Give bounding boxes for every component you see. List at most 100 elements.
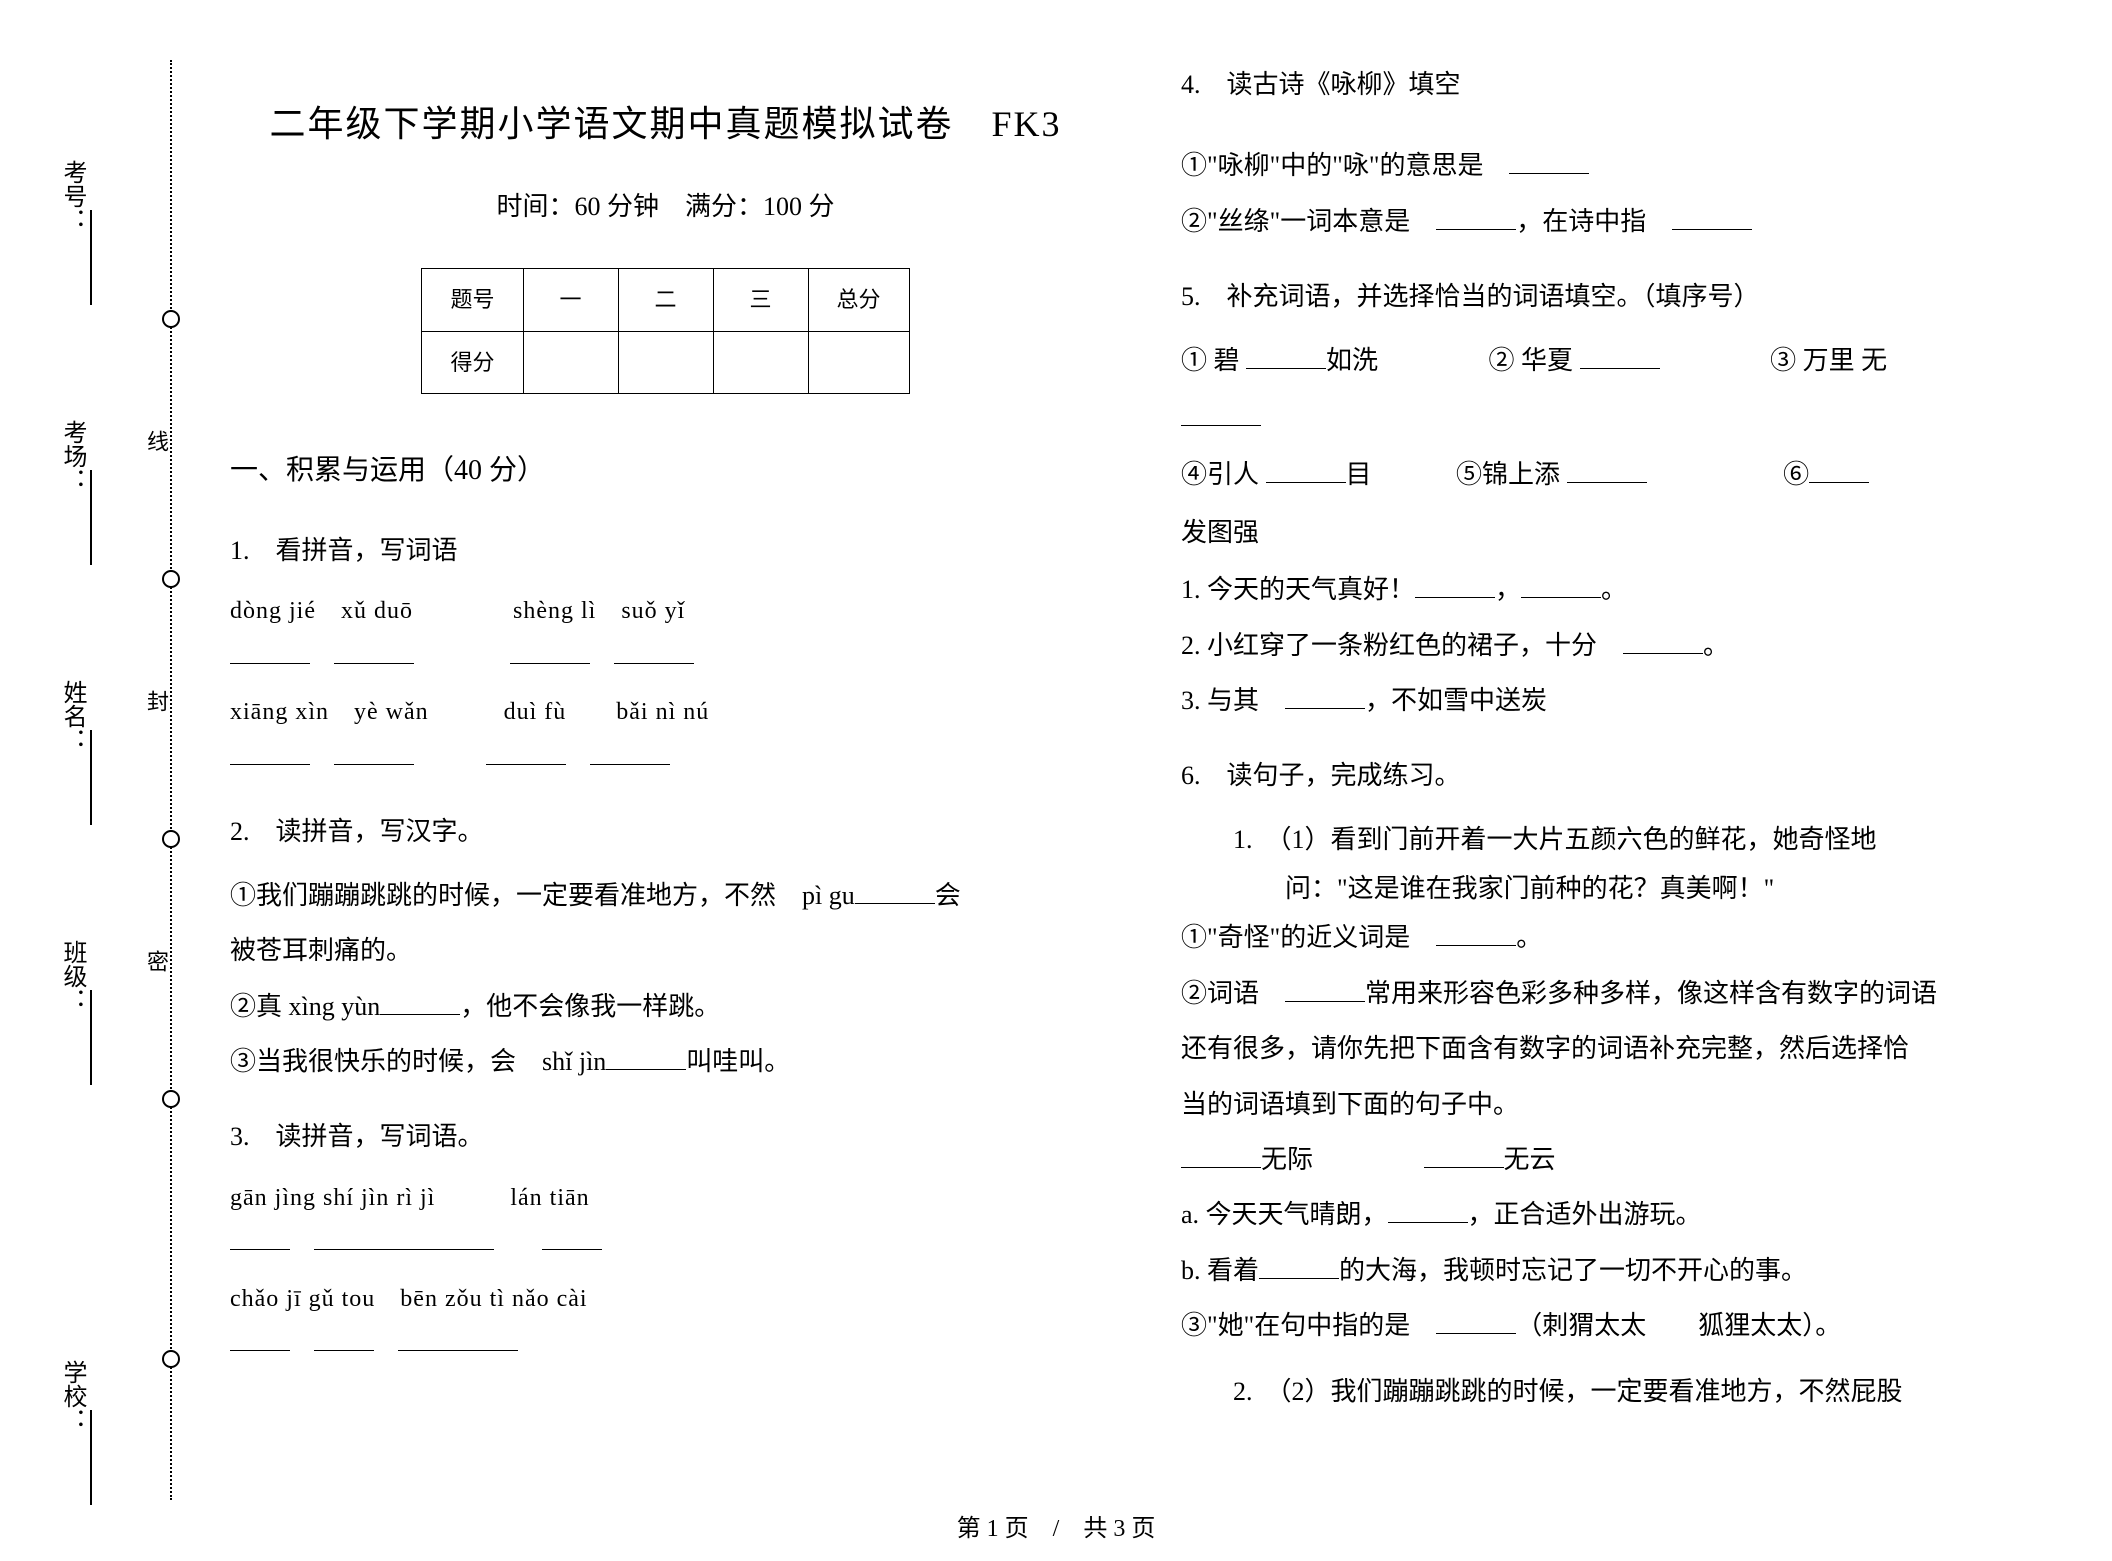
answer-blank[interactable] bbox=[1181, 1139, 1261, 1168]
q6-blanks: 无际 无云 bbox=[1181, 1135, 2052, 1184]
answer-blank[interactable] bbox=[1567, 455, 1647, 484]
answer-blank[interactable] bbox=[1580, 340, 1660, 369]
score-cell[interactable] bbox=[618, 331, 713, 394]
q6-p1: 1. （1）看到门前开着一大片五颜六色的鲜花，她奇怪地 bbox=[1181, 815, 2052, 864]
page-footer: 第 1 页 / 共 3 页 bbox=[0, 1508, 2112, 1543]
score-table: 题号 一 二 三 总分 得分 bbox=[421, 268, 909, 395]
score-col-header: 二 bbox=[618, 268, 713, 331]
text: ③ 万里 无 bbox=[1770, 346, 1887, 375]
q6-l3: ③"她"在句中指的是 （刺猬太太 狐狸太太）。 bbox=[1181, 1301, 2052, 1350]
answer-blank[interactable] bbox=[1436, 918, 1516, 947]
binding-label-class: 班级： bbox=[55, 940, 90, 1012]
binding-label-line bbox=[90, 470, 92, 565]
answer-blank[interactable] bbox=[1809, 455, 1869, 484]
text: ② 华夏 bbox=[1489, 346, 1574, 375]
answer-blanks[interactable] bbox=[230, 1322, 1101, 1368]
binding-dotted-line bbox=[170, 60, 172, 1500]
binding-label-line bbox=[90, 730, 92, 825]
question-1: 1. 看拼音，写词语 dòng jié xǔ duō shèng lì suǒ … bbox=[230, 526, 1101, 782]
score-cell[interactable] bbox=[713, 331, 808, 394]
binding-label-line bbox=[90, 1410, 92, 1505]
answer-blank[interactable] bbox=[1246, 340, 1326, 369]
text: 无云 bbox=[1504, 1145, 1556, 1174]
exam-title: 二年级下学期小学语文期中真题模拟试卷 FK3 bbox=[230, 90, 1101, 158]
answer-blank[interactable] bbox=[1285, 973, 1365, 1002]
score-row-label: 得分 bbox=[422, 331, 523, 394]
answer-blank[interactable] bbox=[1415, 570, 1495, 599]
text: 。 bbox=[1601, 575, 1627, 604]
binding-circle bbox=[162, 830, 180, 848]
pinyin-line: chǎo jī gǔ tou bēn zǒu tì nǎo cài bbox=[230, 1277, 1101, 1323]
score-col-header: 一 bbox=[523, 268, 618, 331]
text: （2）我们蹦蹦跳跳的时候，一定要看准地方，不然屁股 bbox=[1279, 1377, 1903, 1406]
binding-label-examid: 考号： bbox=[55, 160, 90, 232]
answer-blanks[interactable] bbox=[230, 736, 1101, 782]
answer-blank[interactable] bbox=[1388, 1195, 1468, 1224]
q5-s2: 2. 小红穿了一条粉红色的裙子，十分 。 bbox=[1181, 621, 2052, 670]
q2-line2: ②真 xìng yùn ，他不会像我一样跳。 bbox=[230, 982, 1101, 1031]
score-cell[interactable] bbox=[523, 331, 618, 394]
answer-blank[interactable] bbox=[1436, 1306, 1516, 1335]
sub-num: 1. bbox=[1233, 825, 1253, 854]
q5-s1: 1. 今天的天气真好！，。 bbox=[1181, 565, 2052, 614]
answer-blank[interactable] bbox=[1436, 201, 1516, 230]
binding-label-room: 考场： bbox=[55, 420, 90, 492]
binding-side-char: 线 bbox=[140, 430, 172, 452]
q4-line1: ①"咏柳"中的"咏"的意思是 bbox=[1181, 141, 2052, 190]
q4-line2: ②"丝绦"一词本意是 ，在诗中指 bbox=[1181, 197, 2052, 246]
q5-row1b[interactable] bbox=[1181, 393, 2052, 442]
answer-blank[interactable] bbox=[1509, 146, 1589, 175]
answer-blanks[interactable] bbox=[230, 1221, 1101, 1267]
answer-blank[interactable] bbox=[1623, 625, 1703, 654]
answer-blank[interactable] bbox=[1672, 201, 1752, 230]
question-3: 3. 读拼音，写词语。 gān jìng shí jìn rì jì lán t… bbox=[230, 1112, 1101, 1368]
text: ②真 xìng yùn bbox=[230, 992, 380, 1021]
binding-label-name: 姓名： bbox=[55, 680, 90, 752]
binding-circle bbox=[162, 1090, 180, 1108]
question-title: 4. 读古诗《咏柳》填空 bbox=[1181, 60, 2052, 109]
score-col-header: 总分 bbox=[808, 268, 909, 331]
q6-p1b: 问："这是谁在我家门前种的花？真美啊！" bbox=[1181, 864, 2052, 913]
exam-subtitle: 时间：60 分钟 满分：100 分 bbox=[230, 182, 1101, 231]
answer-blank[interactable] bbox=[855, 875, 935, 904]
text: ⑤锦上添 bbox=[1456, 460, 1560, 489]
text: ①"咏柳"中的"咏"的意思是 bbox=[1181, 151, 1483, 180]
text: ④引人 bbox=[1181, 460, 1259, 489]
text: 。 bbox=[1516, 923, 1542, 952]
text: ①"奇怪"的近义词是 bbox=[1181, 923, 1410, 952]
answer-blank[interactable] bbox=[380, 986, 460, 1015]
pinyin-line: dòng jié xǔ duō shèng lì suǒ yǐ bbox=[230, 589, 1101, 635]
text: a. 今天天气晴朗， bbox=[1181, 1200, 1388, 1229]
text: （1）看到门前开着一大片五颜六色的鲜花，她奇怪地 bbox=[1279, 825, 1877, 854]
question-title: 6. 读句子，完成练习。 bbox=[1181, 751, 2052, 800]
binding-side-char: 封 bbox=[140, 690, 172, 712]
q5-row1: ① 碧 如洗 ② 华夏 ③ 万里 无 bbox=[1181, 336, 2052, 385]
text: ②"丝绦"一词本意是 bbox=[1181, 207, 1410, 236]
answer-blank[interactable] bbox=[606, 1041, 686, 1070]
question-5: 5. 补充词语，并选择恰当的词语填空。（填序号） ① 碧 如洗 ② 华夏 ③ 万… bbox=[1181, 272, 2052, 725]
question-2: 2. 读拼音，写汉字。 ①我们蹦蹦跳跳的时候，一定要看准地方，不然 pì gu会… bbox=[230, 807, 1101, 1086]
question-title: 1. 看拼音，写词语 bbox=[230, 526, 1101, 575]
sub-num: 2. bbox=[1233, 1377, 1253, 1406]
answer-blank[interactable] bbox=[1285, 680, 1365, 709]
binding-label-line bbox=[90, 990, 92, 1085]
question-6: 6. 读句子，完成练习。 1. （1）看到门前开着一大片五颜六色的鲜花，她奇怪地… bbox=[1181, 751, 2052, 1416]
binding-margin: 考号： 考场： 姓名： 班级： 学校： 线 封 密 bbox=[0, 0, 200, 1561]
answer-blank[interactable] bbox=[1521, 570, 1601, 599]
answer-blank[interactable] bbox=[1259, 1250, 1339, 1279]
text: 常用来形容色彩多种多样，像这样含有数字的词语 bbox=[1365, 979, 1937, 1008]
question-title: 3. 读拼音，写词语。 bbox=[230, 1112, 1101, 1161]
answer-blank[interactable] bbox=[1266, 455, 1346, 484]
binding-label-line bbox=[90, 210, 92, 305]
q2-line1c: 被苍耳刺痛的。 bbox=[230, 926, 1101, 975]
q6-l2: ②词语 常用来形容色彩多种多样，像这样含有数字的词语 bbox=[1181, 969, 2052, 1018]
answer-blank[interactable] bbox=[1424, 1139, 1504, 1168]
answer-blanks[interactable] bbox=[230, 635, 1101, 681]
q5-row2: ④引人 目 ⑤锦上添 ⑥ bbox=[1181, 450, 2052, 499]
page-content: 二年级下学期小学语文期中真题模拟试卷 FK3 时间：60 分钟 满分：100 分… bbox=[230, 60, 2052, 1501]
question-4: 4. 读古诗《咏柳》填空 ①"咏柳"中的"咏"的意思是 ②"丝绦"一词本意是 ，… bbox=[1181, 60, 2052, 246]
score-cell[interactable] bbox=[808, 331, 909, 394]
binding-side-char: 密 bbox=[140, 950, 172, 972]
text: ，他不会像我一样跳。 bbox=[460, 992, 720, 1021]
text: ，不如雪中送炭 bbox=[1365, 686, 1547, 715]
